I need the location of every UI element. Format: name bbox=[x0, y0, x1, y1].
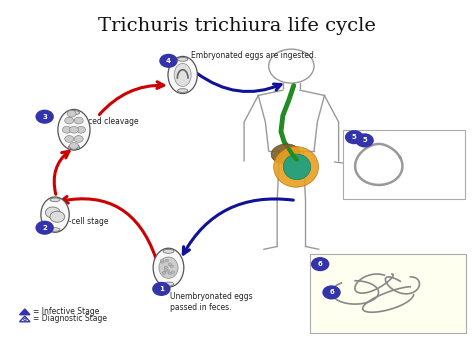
Circle shape bbox=[160, 259, 164, 262]
Ellipse shape bbox=[159, 257, 178, 278]
Circle shape bbox=[323, 286, 340, 299]
Ellipse shape bbox=[174, 64, 191, 87]
Circle shape bbox=[50, 211, 64, 222]
Text: 6: 6 bbox=[318, 261, 322, 267]
FancyBboxPatch shape bbox=[343, 130, 465, 199]
Ellipse shape bbox=[283, 154, 311, 180]
Text: Unembryonated eggs
passed in feces.: Unembryonated eggs passed in feces. bbox=[170, 293, 253, 312]
Circle shape bbox=[168, 263, 172, 266]
Ellipse shape bbox=[163, 282, 174, 286]
Text: 1: 1 bbox=[159, 286, 164, 292]
Text: 4: 4 bbox=[166, 58, 171, 64]
Text: 2-cell stage: 2-cell stage bbox=[64, 217, 109, 226]
Text: = Diagnostic Stage: = Diagnostic Stage bbox=[33, 315, 107, 323]
Circle shape bbox=[168, 272, 172, 274]
Circle shape bbox=[65, 136, 74, 142]
Text: d: d bbox=[23, 317, 27, 322]
Circle shape bbox=[164, 266, 167, 268]
Ellipse shape bbox=[168, 56, 197, 93]
Circle shape bbox=[171, 271, 174, 273]
Circle shape bbox=[160, 54, 177, 67]
Circle shape bbox=[70, 142, 79, 149]
Circle shape bbox=[356, 134, 373, 147]
Ellipse shape bbox=[273, 147, 319, 187]
Ellipse shape bbox=[178, 58, 188, 61]
Text: 5: 5 bbox=[352, 134, 356, 140]
Circle shape bbox=[165, 260, 168, 262]
Circle shape bbox=[166, 270, 169, 272]
Circle shape bbox=[76, 126, 85, 133]
Circle shape bbox=[163, 271, 166, 274]
Circle shape bbox=[74, 136, 83, 142]
Text: 2: 2 bbox=[42, 225, 47, 231]
Ellipse shape bbox=[68, 111, 80, 115]
Ellipse shape bbox=[58, 109, 90, 150]
Ellipse shape bbox=[41, 197, 69, 232]
Text: Trichuris trichiura life cycle: Trichuris trichiura life cycle bbox=[98, 17, 376, 34]
Text: Adults in cecum: Adults in cecum bbox=[330, 307, 392, 316]
Circle shape bbox=[74, 117, 83, 124]
Circle shape bbox=[70, 126, 79, 133]
Text: Embryonated eggs are ingested.: Embryonated eggs are ingested. bbox=[191, 51, 316, 60]
Circle shape bbox=[36, 222, 53, 234]
Text: 3: 3 bbox=[42, 114, 47, 120]
Ellipse shape bbox=[153, 248, 184, 287]
Text: 6: 6 bbox=[329, 289, 334, 295]
Text: 5: 5 bbox=[362, 137, 367, 143]
Text: = Infective Stage: = Infective Stage bbox=[33, 307, 99, 316]
Circle shape bbox=[36, 110, 53, 123]
Ellipse shape bbox=[68, 145, 80, 149]
Circle shape bbox=[67, 110, 76, 117]
Circle shape bbox=[65, 117, 74, 124]
Circle shape bbox=[162, 272, 165, 274]
Polygon shape bbox=[19, 316, 30, 322]
Circle shape bbox=[46, 207, 60, 218]
Ellipse shape bbox=[271, 144, 300, 164]
Circle shape bbox=[161, 261, 164, 263]
Ellipse shape bbox=[163, 250, 174, 253]
Circle shape bbox=[346, 131, 363, 143]
Circle shape bbox=[153, 283, 170, 295]
Circle shape bbox=[170, 265, 173, 267]
Ellipse shape bbox=[50, 198, 60, 202]
Ellipse shape bbox=[178, 89, 188, 92]
Circle shape bbox=[312, 258, 328, 271]
Polygon shape bbox=[19, 309, 30, 315]
Ellipse shape bbox=[50, 228, 60, 231]
FancyBboxPatch shape bbox=[310, 253, 466, 333]
Circle shape bbox=[63, 126, 72, 133]
Text: Advanced cleavage: Advanced cleavage bbox=[64, 117, 139, 126]
Text: Larvae hatch
in small intestine: Larvae hatch in small intestine bbox=[365, 147, 432, 166]
Circle shape bbox=[164, 268, 167, 271]
